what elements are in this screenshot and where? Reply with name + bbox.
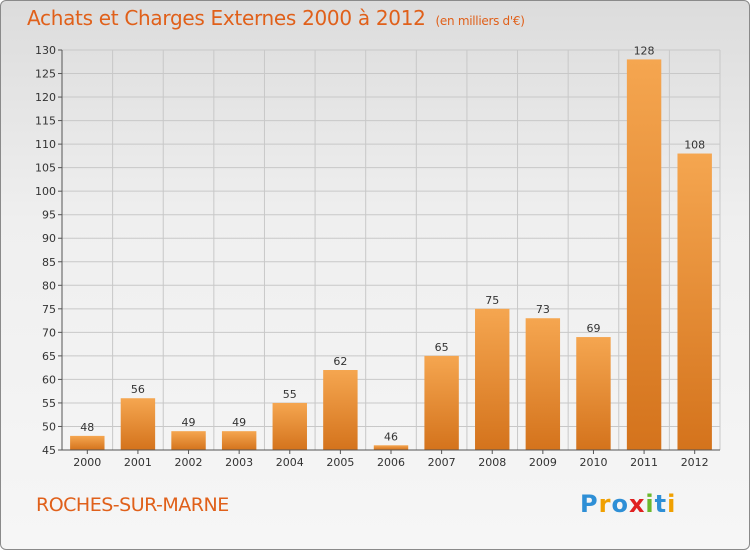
x-tick-label: 2005 — [326, 456, 354, 469]
y-tick-label: 90 — [42, 232, 56, 245]
chart-title: Achats et Charges Externes 2000 à 2012 (e… — [27, 6, 525, 30]
x-tick-label: 2000 — [73, 456, 101, 469]
bar-2002 — [171, 431, 206, 450]
logo-letter: t — [654, 490, 668, 518]
logo-letter: P — [580, 490, 599, 518]
x-tick-label: 2001 — [124, 456, 152, 469]
commune-name: ROCHES-SUR-MARNE — [36, 494, 229, 516]
data-label-2003: 49 — [232, 416, 246, 429]
logo-letter: o — [611, 490, 629, 518]
bar-2008 — [475, 308, 510, 450]
data-label-2005: 62 — [333, 355, 347, 368]
data-label-2002: 49 — [182, 416, 196, 429]
bar-2007 — [424, 355, 459, 450]
y-tick-label: 100 — [35, 185, 56, 198]
x-tick-label: 2011 — [630, 456, 658, 469]
y-tick-label: 130 — [35, 44, 56, 57]
axes: 45 50 55 60 65 70 75 80 85 90 95 100 105 110 115 120 125… — [35, 44, 720, 469]
logo-letter: i — [645, 490, 655, 518]
data-label-2011: 128 — [634, 44, 655, 57]
chart-title-text: Achats et Charges Externes 2000 à 2012 — [27, 6, 426, 30]
data-label-2010: 69 — [586, 322, 600, 335]
x-tick-label: 2009 — [529, 456, 557, 469]
bar-2003 — [221, 431, 257, 450]
y-tick-label: 70 — [42, 326, 56, 339]
logo-letter: i — [667, 490, 677, 518]
y-tick-label: 65 — [42, 350, 56, 363]
bar-2006 — [373, 445, 409, 450]
data-label-2000: 48 — [80, 421, 94, 434]
bar-2004 — [272, 402, 307, 450]
x-tick-label: 2012 — [681, 456, 709, 469]
bar-2000 — [70, 435, 105, 450]
chart-subtitle: (en milliers d'€) — [435, 14, 525, 28]
data-label-2007: 65 — [435, 341, 449, 354]
logo-letter: x — [628, 490, 646, 518]
y-tick-label: 60 — [42, 373, 56, 386]
y-tick-label: 125 — [35, 68, 56, 81]
y-tick-label: 45 — [42, 444, 56, 457]
data-label-2006: 46 — [384, 430, 398, 443]
data-label-2001: 56 — [131, 383, 145, 396]
y-tick-label: 50 — [42, 420, 56, 433]
bar-2011 — [626, 59, 662, 450]
proxiti-logo: Proxiti — [580, 490, 676, 518]
bar-2010 — [576, 337, 611, 450]
y-tick-label: 105 — [35, 162, 56, 175]
bar-2012 — [677, 153, 712, 450]
y-tick-label: 115 — [35, 115, 56, 128]
x-tick-label: 2004 — [276, 456, 304, 469]
y-tick-label: 80 — [42, 279, 56, 292]
data-label-2004: 55 — [283, 388, 297, 401]
y-tick-label: 85 — [42, 256, 56, 269]
grid-lines — [61, 49, 721, 451]
logo-letter: r — [598, 490, 612, 518]
bar-2009 — [525, 318, 561, 450]
x-tick-label: 2008 — [478, 456, 506, 469]
x-tick-label: 2002 — [175, 456, 203, 469]
data-label-2008: 75 — [485, 294, 499, 307]
data-labels: 48 56 49 49 55 62 46 65 75 73 69 128 108 — [80, 44, 705, 443]
bars — [70, 59, 712, 450]
bar-2001 — [120, 398, 156, 450]
y-tick-label: 120 — [35, 91, 56, 104]
x-tick-label: 2003 — [225, 456, 253, 469]
x-tick-label: 2010 — [579, 456, 607, 469]
bar-2005 — [323, 370, 358, 450]
y-tick-label: 55 — [42, 397, 56, 410]
y-tick-label: 75 — [42, 303, 56, 316]
y-tick-label: 95 — [42, 209, 56, 222]
y-tick-label: 110 — [35, 138, 56, 151]
x-tick-label: 2006 — [377, 456, 405, 469]
data-label-2009: 73 — [536, 303, 550, 316]
data-label-2012: 108 — [684, 139, 705, 152]
x-tick-label: 2007 — [428, 456, 456, 469]
